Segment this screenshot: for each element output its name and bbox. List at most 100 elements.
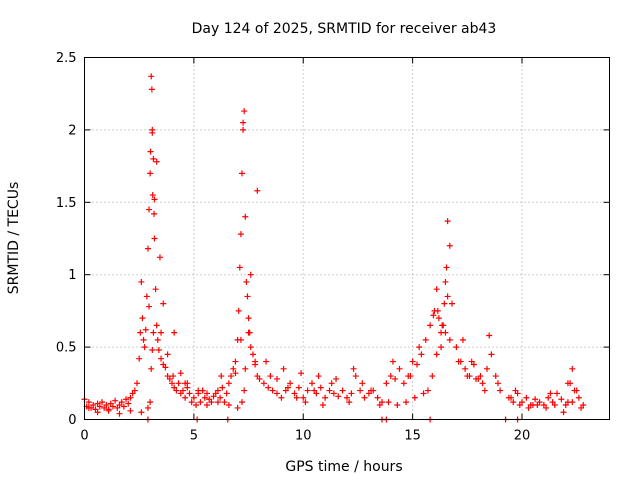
y-tick-label: 2: [68, 123, 76, 138]
data-point: [359, 380, 366, 387]
data-point: [368, 387, 375, 394]
data-point: [525, 404, 532, 411]
data-point: [414, 361, 420, 368]
x-axis-label: GPS time / hours: [285, 459, 402, 475]
data-point: [462, 365, 469, 372]
data-point: [177, 370, 184, 377]
data-point: [158, 355, 165, 362]
data-point: [326, 387, 333, 394]
data-point: [545, 394, 552, 401]
data-point: [182, 380, 189, 387]
x-tick-label: 15: [404, 429, 421, 444]
data-point: [529, 402, 536, 409]
data-point: [433, 286, 440, 293]
data-point: [193, 402, 200, 409]
data-point: [477, 373, 484, 380]
data-point: [400, 380, 407, 387]
data-point: [125, 400, 132, 407]
data-point: [247, 271, 254, 278]
data-point: [263, 358, 270, 365]
data-point: [427, 322, 434, 329]
data-point: [151, 210, 158, 217]
data-point: [409, 358, 416, 365]
data-point: [551, 402, 558, 409]
data-point: [175, 380, 182, 387]
data-point: [383, 380, 390, 387]
data-point: [278, 394, 285, 401]
data-point: [516, 402, 523, 409]
data-point: [242, 365, 249, 372]
data-point: [560, 409, 567, 416]
data-point: [328, 380, 335, 387]
data-point: [575, 394, 582, 401]
data-point: [90, 402, 97, 409]
data-point: [94, 409, 101, 416]
data-point: [492, 373, 499, 380]
data-point: [439, 322, 446, 329]
data-point: [430, 312, 437, 319]
data-point: [199, 387, 206, 394]
data-point: [547, 390, 554, 397]
data-point: [186, 390, 193, 397]
data-point: [137, 329, 144, 336]
data-point: [319, 402, 326, 409]
data-point: [459, 336, 466, 343]
data-point: [309, 380, 315, 387]
data-point: [464, 373, 471, 380]
data-point: [127, 407, 134, 414]
data-point: [241, 387, 248, 394]
data-point: [244, 293, 251, 300]
data-point: [433, 351, 440, 358]
data-point: [564, 380, 571, 387]
data-point: [138, 409, 145, 416]
data-point: [435, 315, 442, 322]
data-point: [240, 119, 247, 126]
data-point: [274, 390, 280, 397]
data-point: [149, 346, 156, 353]
data-point: [291, 390, 298, 397]
data-point: [267, 373, 274, 380]
data-point: [479, 380, 486, 387]
data-point: [123, 396, 130, 403]
data-point: [333, 375, 340, 382]
data-point: [155, 346, 162, 353]
data-point: [151, 235, 158, 242]
data-point: [446, 336, 453, 343]
data-point: [85, 399, 92, 406]
data-point: [144, 404, 151, 411]
data-point: [236, 264, 243, 271]
data-point: [443, 264, 450, 271]
data-point: [228, 373, 235, 380]
data-point: [304, 387, 311, 394]
data-point: [295, 384, 302, 391]
data-point: [166, 375, 173, 382]
data-point: [293, 394, 300, 401]
data-point: [554, 390, 560, 397]
x-tick-label: 10: [295, 429, 312, 444]
data-point: [573, 387, 580, 394]
data-point: [481, 387, 488, 394]
y-tick-label: 1.5: [56, 196, 77, 211]
data-point: [99, 399, 105, 406]
data-point: [394, 402, 401, 409]
data-points: [81, 73, 587, 423]
data-point: [418, 351, 425, 358]
data-point: [148, 86, 155, 93]
data-point: [424, 387, 431, 394]
data-point: [438, 344, 445, 351]
data-point: [158, 329, 165, 336]
data-point: [148, 73, 155, 80]
data-point: [96, 403, 103, 410]
data-point: [374, 394, 381, 401]
data-point: [357, 387, 364, 394]
data-point: [147, 399, 154, 406]
data-point: [385, 399, 392, 406]
data-point: [120, 403, 127, 410]
x-tick-label: 20: [514, 429, 531, 444]
data-point: [260, 380, 267, 387]
data-point: [85, 404, 92, 411]
data-point: [149, 126, 156, 133]
data-point: [221, 399, 228, 406]
data-point: [335, 393, 342, 400]
